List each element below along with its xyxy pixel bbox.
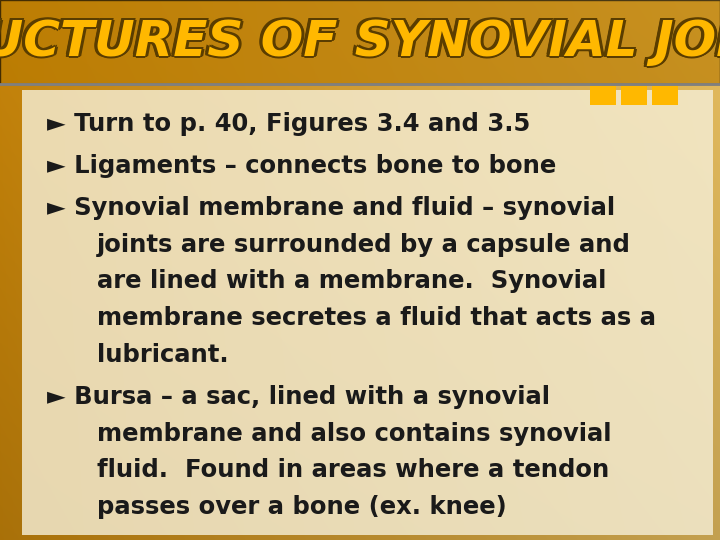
Text: fluid.  Found in areas where a tendon: fluid. Found in areas where a tendon [97,458,609,482]
Text: passes over a bone (ex. knee): passes over a bone (ex. knee) [97,495,507,519]
Text: STRUCTURES OF SYNOVIAL JOINTS: STRUCTURES OF SYNOVIAL JOINTS [0,19,720,68]
FancyBboxPatch shape [652,86,678,105]
FancyBboxPatch shape [621,86,647,105]
FancyBboxPatch shape [590,86,616,105]
Text: lubricant.: lubricant. [97,343,229,367]
Text: ► Ligaments – connects bone to bone: ► Ligaments – connects bone to bone [47,154,556,178]
Text: STRUCTURES OF SYNOVIAL JOINTS: STRUCTURES OF SYNOVIAL JOINTS [0,16,720,64]
Text: ► Turn to p. 40, Figures 3.4 and 3.5: ► Turn to p. 40, Figures 3.4 and 3.5 [47,112,530,136]
Text: STRUCTURES OF SYNOVIAL JOINTS: STRUCTURES OF SYNOVIAL JOINTS [0,18,720,66]
FancyBboxPatch shape [0,0,720,84]
Text: joints are surrounded by a capsule and: joints are surrounded by a capsule and [97,233,631,256]
Text: STRUCTURES OF SYNOVIAL JOINTS: STRUCTURES OF SYNOVIAL JOINTS [0,19,720,68]
Text: STRUCTURES OF SYNOVIAL JOINTS: STRUCTURES OF SYNOVIAL JOINTS [0,18,720,66]
Text: STRUCTURES OF SYNOVIAL JOINTS: STRUCTURES OF SYNOVIAL JOINTS [0,16,720,64]
Text: STRUCTURES OF SYNOVIAL JOINTS: STRUCTURES OF SYNOVIAL JOINTS [0,20,720,68]
Text: are lined with a membrane.  Synovial: are lined with a membrane. Synovial [97,269,606,293]
FancyBboxPatch shape [22,90,713,535]
Text: membrane secretes a fluid that acts as a: membrane secretes a fluid that acts as a [97,306,656,330]
Text: ► Synovial membrane and fluid – synovial: ► Synovial membrane and fluid – synovial [47,196,615,220]
Text: STRUCTURES OF SYNOVIAL JOINTS: STRUCTURES OF SYNOVIAL JOINTS [0,18,720,66]
Text: membrane and also contains synovial: membrane and also contains synovial [97,422,612,446]
Text: STRUCTURES OF SYNOVIAL JOINTS: STRUCTURES OF SYNOVIAL JOINTS [0,16,720,64]
Text: ► Bursa – a sac, lined with a synovial: ► Bursa – a sac, lined with a synovial [47,385,550,409]
